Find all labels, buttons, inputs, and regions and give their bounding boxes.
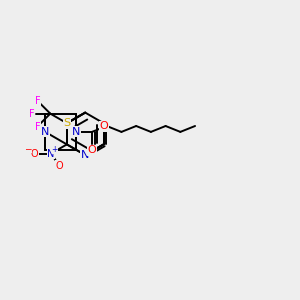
Text: F: F	[34, 122, 40, 131]
Text: O: O	[99, 121, 108, 131]
Text: −: −	[24, 144, 32, 153]
Text: N: N	[72, 127, 80, 137]
Text: O: O	[88, 145, 96, 155]
Text: O: O	[31, 148, 38, 158]
Text: N: N	[47, 148, 55, 158]
Text: F: F	[34, 96, 40, 106]
Text: O: O	[56, 161, 63, 171]
Text: N: N	[81, 150, 89, 160]
Text: F: F	[29, 109, 35, 118]
Text: N: N	[41, 127, 50, 137]
Text: S: S	[63, 118, 70, 128]
Text: +: +	[52, 145, 58, 154]
